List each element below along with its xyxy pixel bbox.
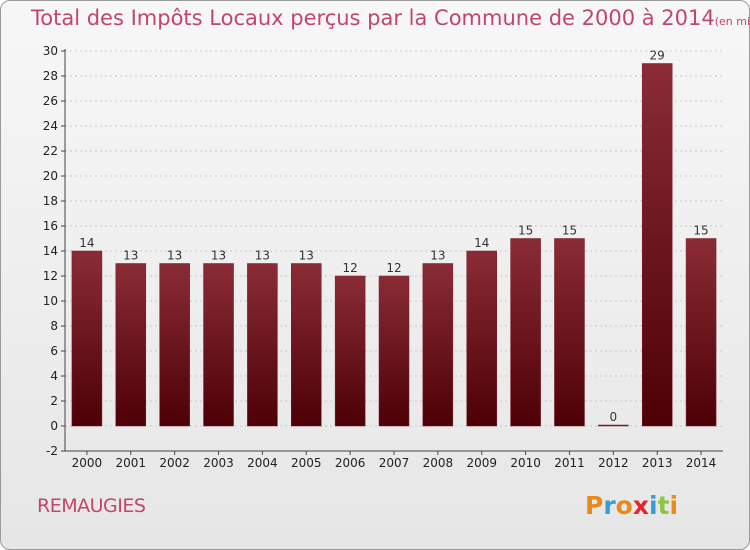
- bar: [378, 275, 410, 427]
- logo-letter: r: [603, 491, 616, 520]
- x-tick-label: 2011: [554, 456, 585, 470]
- chart-title: Total des Impôts Locaux perçus par la Co…: [31, 6, 750, 30]
- y-tick-label: 6: [50, 344, 58, 358]
- bar: [510, 238, 541, 427]
- y-tick-label: 28: [43, 69, 58, 83]
- bar: [554, 238, 585, 427]
- logo-letter: t: [657, 491, 670, 520]
- bar: [203, 263, 234, 427]
- bar: [641, 63, 673, 427]
- y-tick-label: 0: [50, 419, 58, 433]
- x-tick-label: 2009: [466, 456, 497, 470]
- bar-value-label: 29: [650, 49, 665, 63]
- bar: [71, 250, 103, 427]
- proxiti-logo: Proxiti: [585, 491, 678, 520]
- bar: [334, 275, 366, 427]
- bar-value-label: 0: [610, 410, 618, 424]
- y-tick-label: 8: [50, 319, 58, 333]
- bar-value-label: 13: [167, 249, 182, 263]
- chart-unit: (en milliers d'€): [714, 15, 750, 28]
- bar: [115, 263, 147, 427]
- bar-value-label: 13: [211, 249, 226, 263]
- x-tick-label: 2006: [335, 456, 366, 470]
- x-tick-label: 2012: [598, 456, 629, 470]
- y-tick-label: 10: [43, 294, 58, 308]
- x-tick-label: 2000: [72, 456, 103, 470]
- x-tick-label: 2013: [642, 456, 673, 470]
- bar: [247, 263, 278, 427]
- bar: [466, 250, 497, 427]
- bar: [422, 263, 454, 427]
- y-tick-label: 26: [43, 94, 58, 108]
- y-tick-label: 18: [43, 194, 58, 208]
- x-tick-label: 2001: [116, 456, 147, 470]
- x-tick-label: 2008: [423, 456, 454, 470]
- x-tick-label: 2005: [291, 456, 322, 470]
- bar-value-label: 13: [299, 249, 314, 263]
- logo-letter: i: [649, 491, 658, 520]
- y-tick-label: 24: [43, 119, 58, 133]
- bar-value-label: 15: [693, 224, 708, 238]
- chart-title-text: Total des Impôts Locaux perçus par la Co…: [31, 6, 715, 30]
- logo-letter: P: [585, 491, 604, 520]
- bar: [598, 424, 629, 427]
- logo-letter: x: [632, 491, 649, 520]
- y-tick-label: 2: [50, 394, 58, 408]
- x-tick-label: 2014: [686, 456, 717, 470]
- bar-value-label: 13: [123, 249, 138, 263]
- commune-name: REMAUGIES: [37, 495, 146, 517]
- bar-value-label: 14: [79, 236, 94, 250]
- y-tick-label: 16: [43, 219, 58, 233]
- y-tick-label: 14: [43, 244, 58, 258]
- y-tick-label: -2: [46, 444, 58, 458]
- y-tick-label: 30: [43, 44, 58, 58]
- bar: [685, 238, 717, 427]
- x-tick-label: 2002: [159, 456, 190, 470]
- bar: [291, 263, 322, 427]
- bar-value-label: 14: [474, 236, 489, 250]
- x-tick-label: 2004: [247, 456, 278, 470]
- x-tick-label: 2007: [379, 456, 410, 470]
- x-tick-label: 2003: [203, 456, 234, 470]
- labels: 14 2000 13 2001 13 2002 13 2003 13 2004 13 2005 12 20…: [72, 49, 717, 471]
- y-tick-label: 22: [43, 144, 58, 158]
- bar-value-label: 13: [430, 249, 445, 263]
- x-tick-label: 2010: [510, 456, 541, 470]
- logo-letter: o: [615, 491, 633, 520]
- bar-value-label: 13: [255, 249, 270, 263]
- bar-value-label: 12: [342, 261, 357, 275]
- bar-value-label: 12: [386, 261, 401, 275]
- y-tick-label: 20: [43, 169, 58, 183]
- y-tick-label: 4: [50, 369, 58, 383]
- y-tick-label: 12: [43, 269, 58, 283]
- bars: [71, 63, 717, 427]
- bar-value-label: 15: [518, 224, 533, 238]
- bar-value-label: 15: [562, 224, 577, 238]
- bar: [159, 263, 190, 427]
- logo-letter: i: [669, 491, 679, 520]
